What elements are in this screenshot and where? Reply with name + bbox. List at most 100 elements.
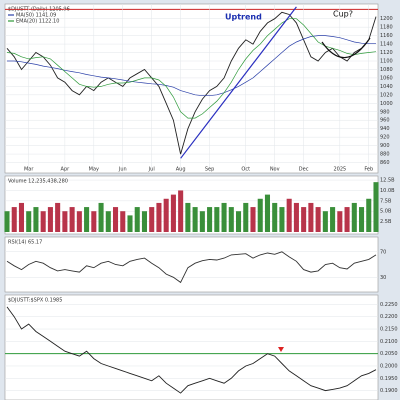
x-tick-label: Oct [241, 167, 250, 173]
marker-arrow [278, 347, 284, 352]
volume-bar [235, 211, 242, 232]
volume-bar [170, 194, 176, 232]
volume-bar [351, 202, 357, 232]
x-tick-label: Apr [61, 167, 71, 173]
y-tick-label: 0.1950 [380, 376, 398, 382]
y-tick-label: 920 [380, 135, 390, 141]
volume-bar [178, 190, 184, 232]
volume-bar [141, 211, 148, 232]
volume-bar [257, 198, 263, 232]
series-line [6, 251, 377, 284]
volume-bar [105, 211, 111, 232]
volume-bar [112, 207, 119, 232]
x-tick-label: May [89, 167, 99, 173]
volume-bar [344, 207, 350, 232]
series-line [6, 306, 377, 394]
y-tick-label: 1120 [380, 50, 393, 56]
cup-arc [321, 37, 371, 59]
volume-bar [272, 202, 278, 232]
volume-bar [330, 207, 336, 232]
volume-bar [26, 211, 32, 232]
y-tick-label: 12.5B [380, 178, 395, 184]
y-tick-label: 940 [380, 126, 390, 132]
y-tick-label: 2.5B [380, 219, 392, 225]
volume-bar [4, 211, 10, 232]
y-tick-label: 1140 [380, 42, 393, 48]
y-tick-label: 1180 [380, 25, 393, 31]
y-tick-label: 10.0B [380, 188, 395, 194]
y-tick-label: 980 [380, 109, 390, 115]
annotation: Uptrend [225, 13, 262, 22]
y-tick-label: 1060 [380, 75, 393, 81]
volume-bar [221, 202, 227, 232]
x-tick-label: Jun [118, 167, 127, 173]
x-tick-label: Sep [205, 167, 214, 173]
volume-bar [264, 194, 271, 232]
volume-bar [293, 202, 299, 232]
y-tick-label: 1000 [380, 101, 393, 107]
y-tick-label: 7.5B [380, 198, 392, 204]
ratio-panel [4, 294, 379, 400]
volume-bar [62, 211, 68, 232]
volume-bar [55, 202, 61, 232]
series-line [6, 11, 377, 155]
x-tick-label: Aug [176, 167, 186, 173]
y-tick-label: 0.2100 [380, 339, 398, 345]
y-tick-label: 0.1900 [380, 388, 398, 394]
rsi-panel [4, 236, 379, 293]
volume-bar [199, 211, 205, 232]
volume-bar [84, 207, 90, 232]
x-tick-label: Jul [148, 167, 155, 173]
x-tick-label: Dec [299, 167, 309, 173]
panel-title: RSI(14) 65.17 [8, 240, 42, 246]
volume-bar [11, 207, 17, 232]
y-tick-label: 1200 [380, 16, 393, 22]
y-tick-label: 1100 [380, 59, 393, 65]
price-panel [4, 3, 379, 174]
volume-bar [40, 211, 46, 232]
y-tick-label: 5.0B [380, 209, 392, 215]
volume-bar [163, 198, 169, 232]
y-tick-label: 960 [380, 118, 390, 124]
volume-bar [98, 202, 104, 232]
panel-title: Volume 12,235,438,280 [8, 179, 68, 185]
volume-bar [18, 202, 25, 232]
trendline [180, 6, 297, 159]
volume-bar [127, 215, 133, 232]
volume-bar [228, 207, 234, 232]
volume-bar [308, 202, 314, 232]
volume-bar [185, 202, 191, 232]
volume-bar [69, 207, 75, 232]
volume-bar [315, 207, 321, 232]
x-tick-label: Mar [24, 167, 34, 173]
y-tick-label: 860 [380, 160, 390, 166]
volume-bar [134, 207, 140, 232]
y-tick-label: 0.2200 [380, 314, 398, 320]
volume-bar [250, 207, 256, 232]
volume-bar [358, 207, 365, 232]
volume-bar [120, 211, 126, 232]
volume-bar [156, 202, 162, 232]
panel-title: $DJUSTT:$SPX 0.1985 [8, 298, 62, 304]
volume-bar [47, 207, 53, 232]
volume-bar [279, 207, 285, 232]
volume-bar [33, 207, 39, 232]
volume-bar [286, 198, 292, 232]
plot: 860 880 900 920 940 960 980 1000 1020 1040 1060 108… [4, 4, 398, 394]
volume-bar [149, 207, 155, 232]
volume-bar [322, 211, 328, 232]
y-tick-label: 1080 [380, 67, 393, 73]
y-tick-label: 0.2150 [380, 327, 398, 333]
volume-bar [366, 198, 372, 232]
x-tick-label: 2025 [333, 167, 346, 173]
y-tick-label: 30 [380, 275, 386, 281]
series-line [6, 18, 377, 119]
legend-label: EMA(20) 1122.10 [16, 19, 59, 25]
volume-bar [301, 207, 307, 232]
volume-bar [192, 207, 198, 232]
volume-bar [214, 207, 220, 232]
y-tick-label: 900 [380, 143, 390, 149]
y-tick-label: 1040 [380, 84, 393, 90]
y-tick-label: 0.2250 [380, 302, 398, 308]
annotation: Cup? [333, 10, 353, 19]
